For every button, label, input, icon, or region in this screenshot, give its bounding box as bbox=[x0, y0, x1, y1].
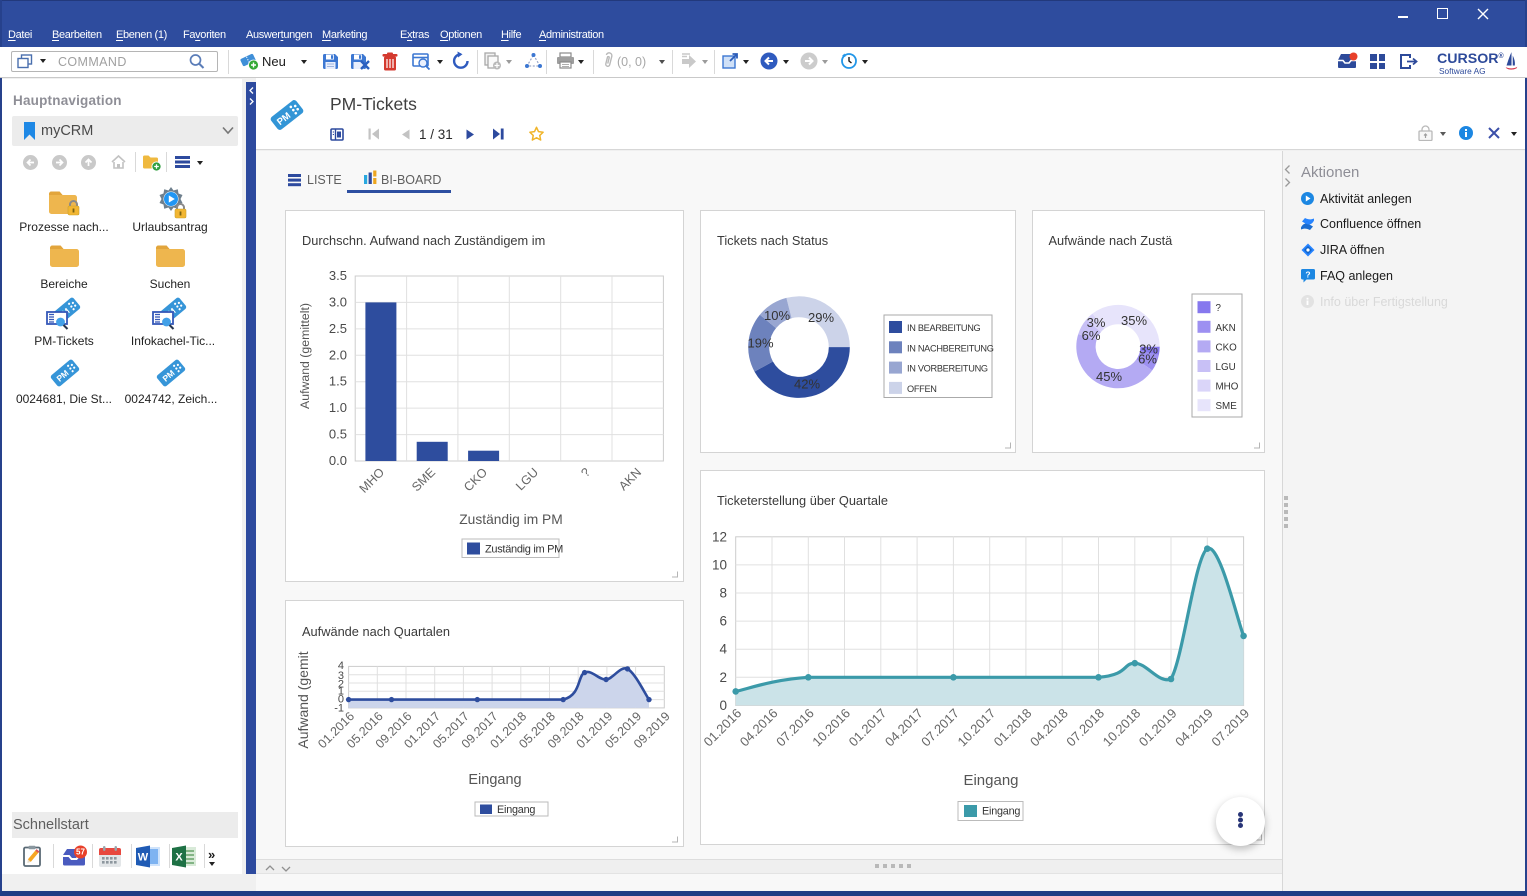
svg-text:07.2016: 07.2016 bbox=[773, 706, 817, 750]
svg-text:07.2019: 07.2019 bbox=[1208, 706, 1252, 750]
svg-text:04.2017: 04.2017 bbox=[882, 706, 926, 750]
svg-text:19%: 19% bbox=[747, 336, 773, 351]
svg-text:3%: 3% bbox=[1087, 315, 1106, 330]
svg-text:IN NACHBEREITUNG: IN NACHBEREITUNG bbox=[907, 343, 994, 353]
svg-text:42%: 42% bbox=[794, 377, 820, 392]
svg-text:SME: SME bbox=[409, 465, 438, 494]
svg-text:3.0: 3.0 bbox=[329, 294, 347, 309]
svg-text:Aufwände nach Quartalen: Aufwände nach Quartalen bbox=[302, 624, 450, 639]
svg-text:AKN: AKN bbox=[1216, 323, 1236, 334]
svg-text:8: 8 bbox=[719, 586, 727, 601]
svg-text:Aufwände nach Zustä: Aufwände nach Zustä bbox=[1049, 233, 1174, 248]
svg-text:0: 0 bbox=[338, 693, 344, 705]
svg-text:01.2019: 01.2019 bbox=[1136, 706, 1180, 750]
svg-text:Tickets nach Status: Tickets nach Status bbox=[717, 233, 828, 248]
svg-text:Durchschn. Aufwand nach Zustän: Durchschn. Aufwand nach Zuständigem im bbox=[302, 233, 545, 248]
svg-text:04.2018: 04.2018 bbox=[1027, 706, 1071, 750]
svg-text:2.5: 2.5 bbox=[329, 321, 347, 336]
svg-text:45%: 45% bbox=[1096, 369, 1122, 384]
svg-text:1.0: 1.0 bbox=[329, 400, 347, 415]
svg-text:Aufwand (gemit: Aufwand (gemit bbox=[295, 651, 311, 748]
svg-text:OFFEN: OFFEN bbox=[907, 384, 937, 394]
svg-text:29%: 29% bbox=[808, 310, 834, 325]
svg-text:Zuständig im PM: Zuständig im PM bbox=[459, 512, 563, 527]
svg-text:6%: 6% bbox=[1138, 352, 1157, 367]
svg-text:2: 2 bbox=[719, 670, 727, 685]
svg-text:6: 6 bbox=[719, 614, 727, 629]
svg-text:3: 3 bbox=[338, 670, 344, 682]
svg-text:10%: 10% bbox=[764, 308, 790, 323]
svg-text:Eingang: Eingang bbox=[468, 772, 521, 788]
svg-text:-1: -1 bbox=[334, 703, 344, 715]
svg-text:?: ? bbox=[1216, 303, 1222, 314]
svg-text:MHO: MHO bbox=[357, 465, 388, 496]
svg-text:Zuständig im PM: Zuständig im PM bbox=[485, 544, 563, 556]
svg-text:57: 57 bbox=[76, 848, 85, 857]
svg-text:04.2016: 04.2016 bbox=[737, 706, 781, 750]
svg-text:04.2019: 04.2019 bbox=[1172, 706, 1216, 750]
svg-text:CKO: CKO bbox=[461, 465, 490, 494]
svg-text:Eingang: Eingang bbox=[982, 805, 1020, 817]
svg-text:4: 4 bbox=[338, 660, 344, 672]
svg-text:10.2018: 10.2018 bbox=[1100, 706, 1144, 750]
svg-text:07.2017: 07.2017 bbox=[918, 706, 962, 750]
svg-text:?: ? bbox=[1305, 269, 1310, 279]
svg-text:10.2017: 10.2017 bbox=[954, 706, 998, 750]
svg-text:0.0: 0.0 bbox=[329, 453, 347, 468]
svg-text:IN VORBEREITUNG: IN VORBEREITUNG bbox=[907, 364, 988, 374]
svg-text:1.5: 1.5 bbox=[329, 374, 347, 389]
svg-text:SME: SME bbox=[1216, 401, 1238, 412]
svg-text:07.2018: 07.2018 bbox=[1063, 706, 1107, 750]
svg-text:3.5: 3.5 bbox=[329, 268, 347, 283]
svg-text:LGU: LGU bbox=[1216, 362, 1236, 373]
svg-text:4: 4 bbox=[719, 642, 727, 657]
svg-text:AKN: AKN bbox=[616, 465, 644, 493]
svg-text:Ticketerstellung über Quartale: Ticketerstellung über Quartale bbox=[717, 493, 888, 508]
svg-text:W: W bbox=[138, 852, 149, 864]
svg-text:0.5: 0.5 bbox=[329, 427, 347, 442]
svg-text:Eingang: Eingang bbox=[963, 772, 1018, 789]
svg-text:?: ? bbox=[578, 465, 593, 480]
svg-text:CKO: CKO bbox=[1216, 342, 1238, 353]
svg-text:35%: 35% bbox=[1121, 313, 1147, 328]
svg-text:01.2017: 01.2017 bbox=[846, 706, 890, 750]
svg-text:MHO: MHO bbox=[1216, 382, 1239, 393]
svg-text:10: 10 bbox=[712, 557, 727, 572]
svg-text:3%: 3% bbox=[1139, 342, 1158, 357]
svg-text:1: 1 bbox=[338, 686, 344, 698]
svg-text:01.2018: 01.2018 bbox=[991, 706, 1035, 750]
svg-text:6%: 6% bbox=[1082, 328, 1101, 343]
svg-text:Eingang: Eingang bbox=[497, 804, 535, 816]
svg-text:2: 2 bbox=[338, 678, 344, 690]
svg-text:X: X bbox=[175, 852, 183, 864]
svg-text:10.2016: 10.2016 bbox=[809, 706, 853, 750]
svg-text:2.0: 2.0 bbox=[329, 347, 347, 362]
svg-text:LGU: LGU bbox=[513, 465, 541, 493]
svg-text:0: 0 bbox=[719, 698, 727, 713]
svg-text:Aufwand (gemittelt): Aufwand (gemittelt) bbox=[298, 303, 312, 409]
svg-text:IN BEARBEITUNG: IN BEARBEITUNG bbox=[907, 323, 981, 333]
svg-text:12: 12 bbox=[712, 529, 727, 544]
